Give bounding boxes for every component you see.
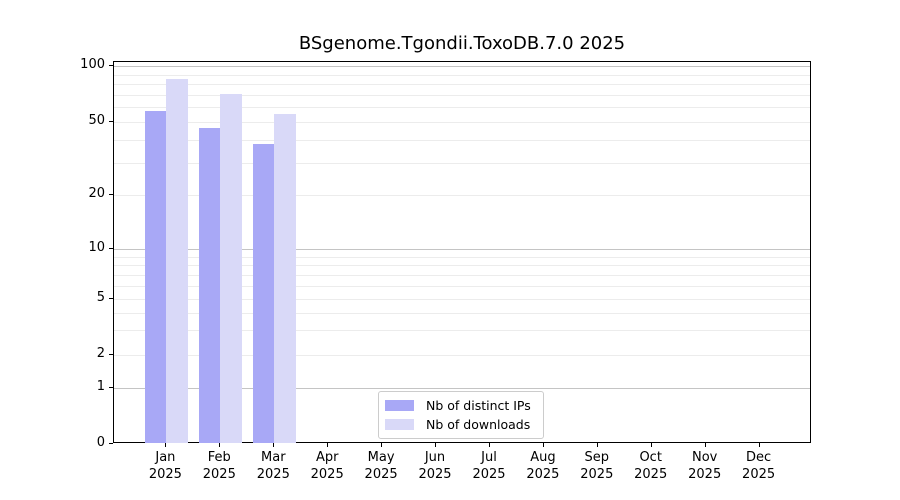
- legend-swatch-downloads: [385, 419, 414, 430]
- x-tick-mark: [596, 443, 598, 447]
- bar-mar-nb-of-distinct-ips: [252, 143, 275, 443]
- gridline-major: [114, 249, 810, 251]
- y-tick-label-5: 5: [96, 290, 105, 306]
- bar-jan-nb-of-distinct-ips: [144, 111, 167, 443]
- y-tick-mark: [109, 387, 113, 388]
- x-tick-mark: [435, 443, 436, 447]
- gridline-minor: [114, 162, 810, 164]
- gridline-minor: [114, 194, 810, 196]
- x-tick-mark: [165, 443, 167, 447]
- y-tick-mark: [109, 120, 113, 122]
- x-tick-label-aug: Aug 2025: [526, 450, 560, 482]
- x-tick-label-nov: Nov 2025: [688, 450, 722, 482]
- gridline-major: [114, 66, 810, 67]
- x-tick-label-jun: Jun 2025: [418, 450, 452, 482]
- x-tick-mark: [542, 443, 544, 447]
- gridline-minor: [114, 265, 810, 267]
- y-tick-mark: [109, 248, 113, 250]
- gridline-minor: [114, 256, 810, 258]
- legend-entry-downloads: Nb of downloads: [385, 417, 535, 432]
- x-tick-mark: [219, 443, 221, 447]
- gridline-major: [114, 388, 810, 389]
- x-tick-label-feb: Feb 2025: [202, 450, 236, 482]
- x-tick-mark: [489, 443, 490, 447]
- y-tick-mark: [109, 193, 113, 195]
- legend-entry-distinct-ips: Nb of distinct IPs: [385, 398, 535, 413]
- gridline-minor: [114, 299, 810, 301]
- gridline-minor: [114, 312, 810, 314]
- y-tick-mark: [109, 65, 113, 66]
- x-tick-label-dec: Dec 2025: [742, 450, 776, 482]
- x-tick-label-may: May 2025: [364, 450, 398, 482]
- x-tick-label-jan: Jan 2025: [148, 450, 182, 482]
- gridline-minor: [114, 330, 810, 332]
- gridline-minor: [114, 107, 810, 109]
- x-tick-label-apr: Apr 2025: [310, 450, 344, 482]
- y-tick-label-50: 50: [88, 112, 105, 128]
- y-tick-label-0: 0: [96, 435, 105, 450]
- x-tick-mark: [650, 443, 652, 447]
- x-tick-label-sep: Sep 2025: [580, 450, 614, 482]
- x-tick-mark: [381, 443, 383, 447]
- bar-mar-nb-of-downloads: [274, 114, 296, 443]
- bar-feb-nb-of-distinct-ips: [198, 128, 221, 443]
- y-tick-mark: [109, 353, 113, 355]
- x-tick-label-oct: Oct 2025: [634, 450, 668, 482]
- gridline-minor: [114, 84, 810, 85]
- chart-title: BSgenome.Tgondii.ToxoDB.7.0 2025: [298, 33, 626, 54]
- gridline-minor: [114, 94, 810, 96]
- x-tick-mark: [758, 443, 760, 447]
- gridline-minor: [114, 139, 810, 141]
- legend: Nb of distinct IPs Nb of downloads: [378, 391, 544, 439]
- legend-swatch-distinct-ips: [385, 400, 414, 411]
- gridline-minor: [114, 274, 810, 276]
- legend-label-downloads: Nb of downloads: [426, 417, 531, 432]
- y-tick-label-10: 10: [88, 240, 105, 256]
- x-tick-mark: [704, 443, 706, 447]
- gridline-minor: [114, 74, 810, 76]
- y-tick-mark: [109, 443, 113, 444]
- x-tick-mark: [273, 443, 275, 447]
- y-tick-label-1: 1: [96, 379, 105, 394]
- plot-area: [113, 61, 811, 443]
- y-tick-label-100: 100: [80, 57, 105, 72]
- legend-label-distinct-ips: Nb of distinct IPs: [426, 398, 531, 413]
- bar-feb-nb-of-downloads: [220, 93, 242, 443]
- y-tick-label-20: 20: [88, 185, 105, 201]
- y-tick-mark: [109, 298, 113, 300]
- x-tick-mark: [327, 443, 329, 447]
- y-tick-label-2: 2: [96, 345, 105, 361]
- gridline-minor: [114, 121, 810, 123]
- gridline-minor: [114, 354, 810, 356]
- x-tick-label-jul: Jul 2025: [472, 450, 506, 482]
- bar-jan-nb-of-downloads: [166, 79, 188, 443]
- x-tick-label-mar: Mar 2025: [256, 450, 290, 482]
- gridline-minor: [114, 286, 810, 287]
